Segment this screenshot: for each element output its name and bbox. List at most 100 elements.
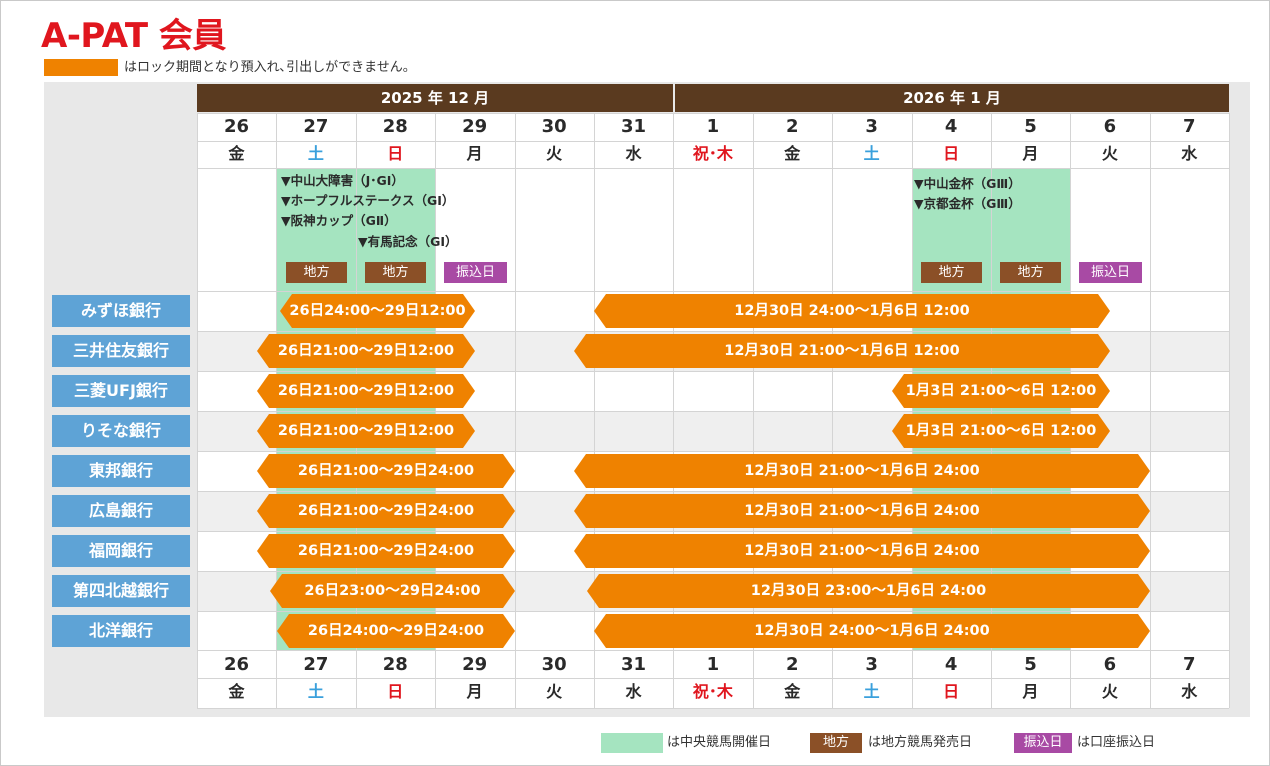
lock-period-legend: はロック期間となり預入れ､引出しができません。 [124, 60, 416, 75]
grid-line-horizontal [197, 611, 1229, 612]
day-weekday: 日 [387, 682, 404, 701]
race-kyoto-kinpai: ▼京都金杯（GⅢ） [914, 196, 1021, 211]
grid-line-vertical [1149, 113, 1151, 708]
day-weekday: 火 [546, 144, 563, 163]
day-weekday: 金 [784, 144, 801, 163]
day-number: 3 [865, 116, 878, 137]
day-number: 30 [541, 654, 567, 675]
bank-label: 広島銀行 [52, 495, 190, 527]
local-racing-legend: は地方競馬発売日 [868, 735, 973, 750]
race-nakayama-daishogai: ▼中山大障害（J･GI） [281, 173, 404, 188]
day-number: 7 [1183, 654, 1196, 675]
lock-period-bar: 26日21:00～29日12:00 [257, 334, 475, 368]
day-number: 1 [706, 116, 720, 137]
month-header-jan: 2026 年 1 月 [675, 84, 1229, 112]
day-weekday: 金 [784, 682, 801, 701]
day-weekday: 火 [1101, 144, 1118, 163]
grid-line-horizontal [197, 113, 1229, 114]
day-number: 7 [1183, 116, 1196, 137]
bank-label: 北洋銀行 [52, 615, 190, 647]
lock-period-bar: 26日21:00～29日24:00 [257, 534, 515, 568]
day-weekday: 土 [307, 144, 324, 163]
day-number: 26 [223, 654, 250, 675]
day-number: 1 [706, 654, 720, 675]
grid-line-vertical [673, 113, 675, 708]
day-number: 6 [1103, 654, 1117, 675]
day-number: 4 [944, 654, 958, 675]
grid-line-horizontal [197, 371, 1229, 372]
race-hopeful-stakes: ▼ホープフルステークス（GI） [281, 193, 455, 208]
day-weekday: 日 [943, 682, 960, 701]
lock-period-bar: 12月30日 21:00～1月6日 24:00 [574, 494, 1150, 528]
bank-label: 東邦銀行 [52, 455, 190, 487]
day-number: 30 [541, 116, 567, 137]
grid-line-horizontal [197, 168, 1229, 169]
day-number: 6 [1103, 116, 1117, 137]
grid-line-vertical [991, 113, 992, 708]
day-number: 2 [786, 116, 799, 137]
day-weekday: 水 [1181, 682, 1198, 701]
day-weekday: 日 [943, 144, 960, 163]
lock-period-bar: 12月30日 21:00～1月6日 12:00 [574, 334, 1110, 368]
grid-line-horizontal [197, 411, 1229, 412]
local-tag-28: 地方 [365, 262, 426, 283]
day-number: 28 [382, 116, 408, 137]
grid-line-horizontal [197, 571, 1229, 572]
grid-line-vertical [911, 113, 913, 708]
day-number: 29 [462, 654, 488, 675]
bank-label: みずほ銀行 [52, 295, 190, 327]
day-number: 27 [303, 116, 329, 137]
lock-period-bar: 26日21:00～29日12:00 [257, 374, 475, 408]
day-number: 26 [223, 116, 250, 137]
day-number: 28 [382, 654, 408, 675]
central-racing-column [276, 168, 436, 650]
grid-line-horizontal [197, 650, 1229, 651]
grid-line-horizontal [197, 678, 1229, 679]
grid-line-vertical [1229, 113, 1231, 708]
day-number: 2 [786, 654, 799, 675]
bank-label: 第四北越銀行 [52, 575, 190, 607]
day-number: 31 [620, 654, 647, 675]
day-number: 3 [865, 654, 878, 675]
race-nakayama-kinpai: ▼中山金杯（GⅢ） [914, 176, 1021, 191]
day-number: 31 [620, 116, 647, 137]
day-weekday: 土 [863, 682, 880, 701]
grid-line-vertical [514, 113, 516, 708]
day-number: 5 [1024, 116, 1037, 137]
grid-line-horizontal [197, 141, 1229, 142]
day-weekday: 土 [863, 144, 880, 163]
central-racing-swatch [601, 733, 663, 753]
day-weekday: 水 [625, 144, 642, 163]
bank-label: 三菱UFJ銀行 [52, 375, 190, 407]
day-weekday: 月 [466, 682, 483, 701]
transfer-day-legend: は口座振込日 [1077, 735, 1156, 750]
grid-line-vertical [594, 113, 595, 708]
grid-line-horizontal [197, 491, 1229, 492]
local-tag-5: 地方 [1000, 262, 1061, 283]
day-weekday: 火 [1101, 682, 1118, 701]
grid-line-horizontal [197, 708, 1229, 709]
lock-period-bar: 12月30日 23:00～1月6日 24:00 [587, 574, 1150, 608]
lock-period-swatch [44, 59, 118, 76]
day-weekday: 祝･木 [692, 682, 733, 701]
day-weekday: 月 [1022, 144, 1039, 163]
transfer-tag-29: 振込日 [444, 262, 507, 283]
grid-line-vertical [832, 113, 834, 708]
grid-line-vertical [1070, 113, 1072, 708]
lock-period-bar: 1月3日 21:00～6日 12:00 [892, 414, 1110, 448]
day-weekday: 水 [625, 682, 642, 701]
page-title: A-PAT 会員 [41, 16, 226, 56]
month-header-dec: 2025 年 12 月 [197, 84, 673, 112]
bank-label: 福岡銀行 [52, 535, 190, 567]
grid-line-horizontal [197, 331, 1229, 332]
lock-period-bar: 12月30日 21:00～1月6日 24:00 [574, 454, 1150, 488]
day-weekday: 火 [546, 682, 563, 701]
transfer-tag-6: 振込日 [1079, 262, 1142, 283]
bank-label: 三井住友銀行 [52, 335, 190, 367]
day-weekday: 月 [1022, 682, 1039, 701]
day-number: 29 [462, 116, 488, 137]
race-arima-kinen: ▼有馬記念（GI） [358, 234, 458, 249]
lock-period-bar: 26日21:00～29日12:00 [257, 414, 475, 448]
day-number: 5 [1024, 654, 1037, 675]
central-racing-column [911, 168, 1071, 650]
